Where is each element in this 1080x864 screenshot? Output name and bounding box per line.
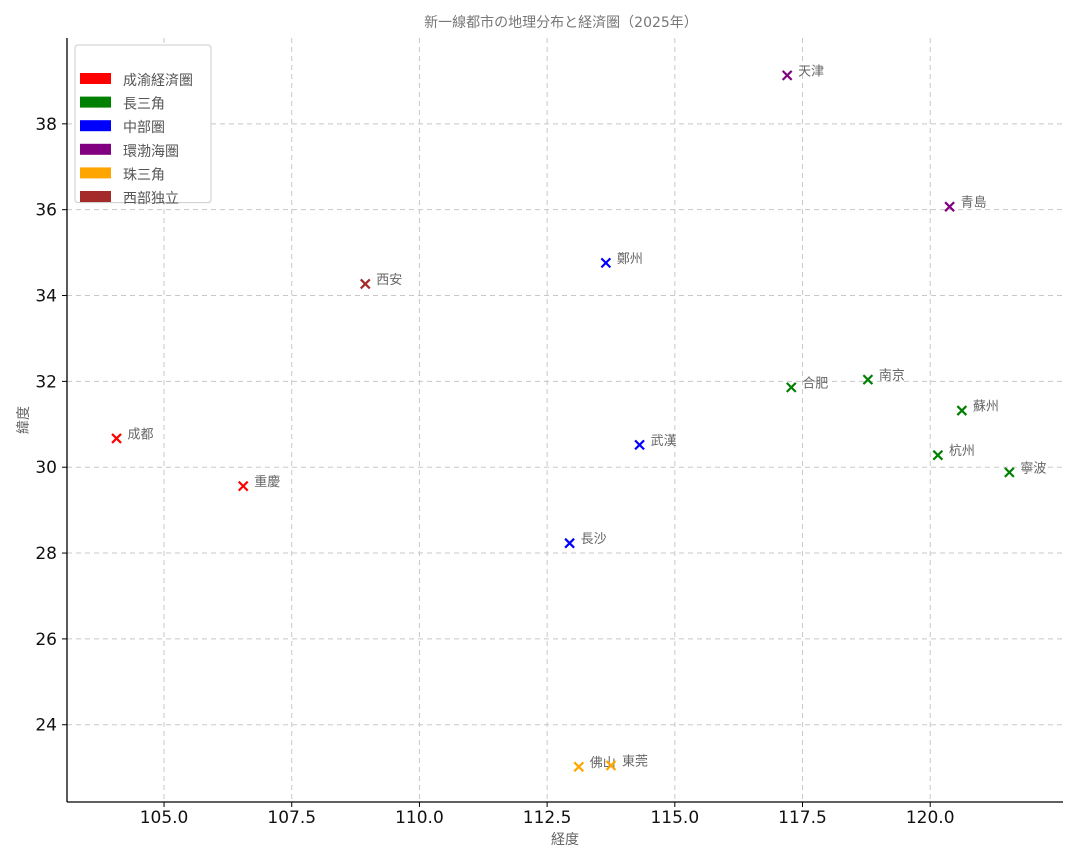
y-tick-label: 30 [35, 458, 57, 478]
data-point: 成都 [111, 427, 154, 444]
data-point: 東莞 [605, 754, 648, 771]
legend-label: 中部圏 [123, 120, 165, 136]
point-marker [237, 480, 249, 492]
legend-item: 長三角 [80, 96, 165, 113]
legend-swatch [80, 96, 111, 108]
point-marker [360, 278, 371, 290]
point-marker [1004, 467, 1015, 478]
legend-box [74, 44, 212, 204]
data-point: 武漢 [634, 434, 677, 451]
data-point: 青島 [944, 196, 987, 212]
legend-label: 珠三角 [123, 167, 165, 183]
point-label: 成都 [128, 427, 154, 442]
point-label: 青島 [961, 196, 987, 211]
data-point: 重慶 [237, 474, 280, 492]
data-point: 寧波 [1004, 460, 1046, 478]
data-point: 西安 [360, 273, 402, 290]
x-tick-label: 117.5 [778, 808, 827, 828]
legend-item: 中部圏 [80, 120, 165, 136]
legend-swatch [80, 143, 111, 155]
point-label: 合肥 [802, 376, 828, 391]
data-point: 南京 [862, 368, 905, 385]
y-axis-label: 緯度 [16, 406, 32, 434]
legend-swatch [80, 191, 111, 202]
point-label: 鄭州 [617, 252, 643, 267]
data-point: 杭州 [932, 444, 975, 461]
y-tick-label: 28 [35, 544, 57, 564]
y-tick-label: 38 [35, 115, 57, 135]
x-tick-label: 120.0 [906, 808, 955, 828]
point-marker [600, 257, 612, 269]
legend-label: 西部独立 [123, 191, 179, 207]
point-marker [573, 761, 585, 773]
point-label: 東莞 [622, 754, 648, 770]
legend-swatch [80, 167, 111, 179]
tick-labels: 105.0 107.5 110.0 112.5 115.0 117.5 120.0 24 26 2… [35, 115, 954, 828]
point-marker [781, 70, 793, 81]
legend-swatch [80, 120, 111, 132]
x-tick-label: 107.5 [267, 808, 316, 828]
x-tick-label: 112.5 [523, 808, 572, 828]
point-label: 寧波 [1020, 460, 1046, 476]
legend-item: 環渤海圏 [80, 143, 179, 160]
legend-swatch [80, 73, 111, 84]
point-marker [634, 439, 645, 451]
chart-title: 新一線都市の地理分布と経済圏（2025年） [424, 14, 698, 31]
legend-item: 珠三角 [80, 167, 165, 183]
y-tick-label: 26 [35, 630, 57, 650]
y-tick-label: 34 [35, 287, 57, 307]
point-label: 杭州 [949, 444, 975, 459]
grid-lines [67, 38, 1063, 802]
legend-item: 成渝経済圏 [80, 73, 193, 89]
point-label: 天津 [798, 64, 824, 79]
y-tick-label: 32 [35, 372, 57, 392]
legend-label: 長三角 [123, 97, 165, 113]
point-label: 重慶 [254, 474, 280, 490]
x-tick-label: 115.0 [650, 808, 699, 828]
data-point: 合肥 [785, 376, 828, 393]
point-label: 蘇州 [973, 400, 999, 415]
point-marker [785, 382, 797, 393]
point-marker [564, 537, 575, 549]
point-label: 長沙 [581, 532, 607, 547]
y-tick-label: 24 [35, 716, 57, 736]
data-point: 蘇州 [956, 400, 999, 416]
y-tick-label: 36 [35, 201, 57, 221]
legend-label: 成渝経済圏 [123, 73, 193, 89]
point-label: 武漢 [651, 434, 677, 449]
x-tick-label: 105.0 [140, 808, 189, 828]
point-marker [944, 201, 955, 212]
point-marker [956, 405, 968, 416]
point-label: 西安 [376, 273, 402, 288]
legend-item: 西部独立 [80, 191, 179, 207]
x-axis-label: 経度 [551, 832, 579, 848]
point-marker [111, 433, 122, 444]
x-tick-label: 110.0 [395, 808, 444, 828]
legend-label: 環渤海圏 [123, 144, 179, 160]
point-marker [932, 449, 944, 461]
point-marker [605, 760, 617, 771]
data-point: 長沙 [564, 532, 607, 549]
point-marker [862, 374, 874, 385]
data-point: 天津 [781, 64, 824, 81]
data-point: 鄭州 [600, 252, 643, 269]
point-label: 南京 [879, 368, 905, 384]
axes [62, 38, 1063, 807]
